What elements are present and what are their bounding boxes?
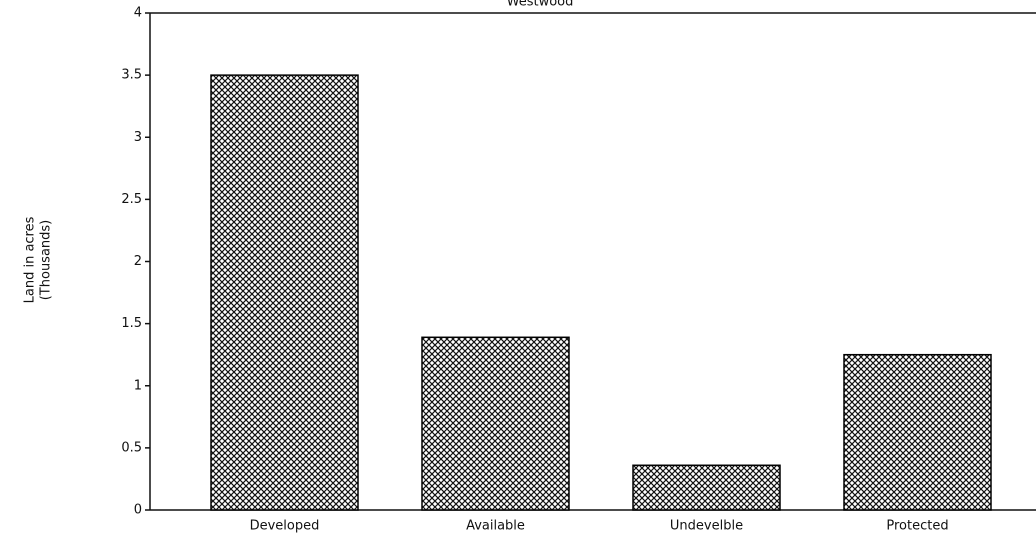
chart-title: Westwood: [507, 0, 574, 10]
y-tick-label: 0: [134, 503, 142, 518]
x-tick-label: Undevelble: [670, 519, 743, 534]
y-tick-label: 0.5: [121, 440, 142, 455]
y-tick-label: 2: [134, 254, 142, 269]
y-tick-label: 4: [134, 6, 142, 21]
y-tick-label: 3.5: [121, 68, 142, 83]
bar: [421, 336, 570, 511]
y-tick-label: 2.5: [121, 192, 142, 207]
x-tick-label: Developed: [250, 519, 320, 534]
y-axis-title-line: Land in acres: [23, 216, 38, 303]
y-tick-label: 1.5: [121, 316, 142, 331]
bar: [843, 353, 992, 511]
y-axis-title-line: (Thousands): [39, 220, 54, 301]
y-axis-title: Land in acres (Thousands): [23, 216, 54, 303]
y-tick-label: 1: [134, 378, 142, 393]
bar: [210, 74, 359, 511]
x-tick-label: Protected: [886, 519, 948, 534]
x-tick-label: Available: [466, 519, 525, 534]
bar: [632, 464, 781, 511]
y-tick-label: 3: [134, 130, 142, 145]
